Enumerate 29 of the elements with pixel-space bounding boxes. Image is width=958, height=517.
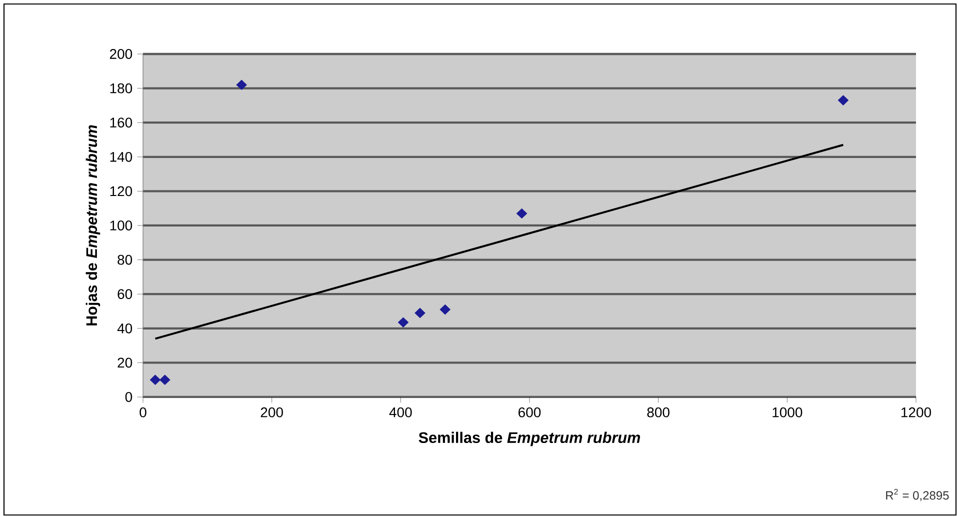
x-tick-label: 600 xyxy=(518,407,541,418)
x-axis-title: Semillas de Empetrum rubrum xyxy=(418,432,640,446)
x-tick-label: 1000 xyxy=(772,407,802,418)
x-tick-label: 400 xyxy=(389,407,412,418)
point xyxy=(398,317,409,328)
y-tick-label: 200 xyxy=(110,49,132,59)
x-tick-label: 0 xyxy=(140,407,146,418)
point xyxy=(414,308,426,318)
x-tick-label: 1200 xyxy=(901,407,932,418)
point xyxy=(516,208,528,219)
y-tick-label: 100 xyxy=(110,220,132,230)
text: R$^{2}$ = 0,2895 xyxy=(886,488,949,502)
point xyxy=(160,374,170,385)
y-tick-label: 160 xyxy=(110,118,132,128)
y-tick-label: 120 xyxy=(110,186,132,196)
y-axis-title: Hojas de Empetrum rubrum xyxy=(86,125,100,326)
point xyxy=(440,304,450,315)
y-tick-label: 80 xyxy=(118,254,132,265)
y-tick-label: 40 xyxy=(117,323,132,334)
point xyxy=(838,95,849,106)
point xyxy=(236,80,247,90)
y-tick-label: 180 xyxy=(110,83,132,94)
y-tick-label: 60 xyxy=(118,289,132,300)
y-tick-label: 140 xyxy=(110,152,132,162)
x-tick-label: 800 xyxy=(647,407,670,418)
x-tick-label: 200 xyxy=(260,407,283,418)
point xyxy=(150,374,161,385)
y-tick-label: 20 xyxy=(118,358,132,368)
y-tick-label: 0 xyxy=(125,392,132,402)
